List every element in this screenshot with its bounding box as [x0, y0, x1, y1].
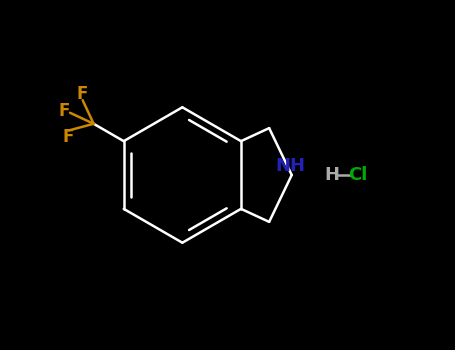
Text: NH: NH [275, 157, 305, 175]
Text: F: F [58, 102, 70, 120]
Text: F: F [63, 128, 74, 146]
Text: Cl: Cl [348, 166, 367, 184]
Text: F: F [77, 85, 88, 103]
Text: H: H [324, 166, 339, 184]
